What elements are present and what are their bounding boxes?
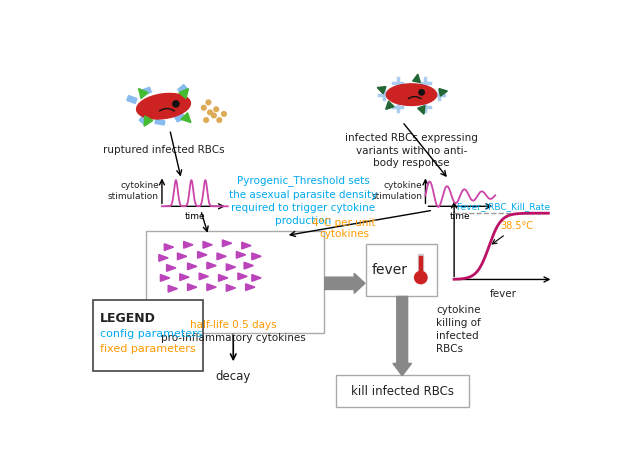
FancyBboxPatch shape bbox=[336, 375, 469, 407]
Polygon shape bbox=[217, 253, 226, 260]
Polygon shape bbox=[177, 253, 187, 260]
Text: decay: decay bbox=[215, 370, 251, 383]
Polygon shape bbox=[439, 88, 448, 96]
Circle shape bbox=[208, 110, 212, 115]
Bar bbox=[127, 95, 137, 103]
Polygon shape bbox=[242, 242, 251, 249]
Text: infected RBCs expressing
variants with no anti-
body response: infected RBCs expressing variants with n… bbox=[345, 133, 478, 168]
Polygon shape bbox=[138, 88, 148, 99]
Polygon shape bbox=[183, 241, 193, 248]
Polygon shape bbox=[222, 240, 232, 247]
Polygon shape bbox=[198, 251, 207, 258]
Circle shape bbox=[204, 118, 208, 122]
Text: Fever_IRBC_Kill_Rate: Fever_IRBC_Kill_Rate bbox=[456, 202, 550, 211]
Polygon shape bbox=[244, 262, 254, 269]
FancyBboxPatch shape bbox=[366, 244, 437, 296]
Polygon shape bbox=[188, 284, 197, 291]
Bar bbox=[175, 112, 185, 122]
Polygon shape bbox=[377, 87, 386, 94]
Polygon shape bbox=[180, 274, 189, 280]
Polygon shape bbox=[144, 116, 153, 126]
Bar bbox=[139, 115, 150, 125]
Polygon shape bbox=[199, 273, 208, 280]
Polygon shape bbox=[226, 264, 235, 271]
Circle shape bbox=[222, 111, 226, 116]
Bar bbox=[418, 255, 423, 276]
Polygon shape bbox=[164, 244, 173, 250]
Text: cytokine
stimulation: cytokine stimulation bbox=[108, 181, 159, 201]
Ellipse shape bbox=[386, 84, 437, 105]
Polygon shape bbox=[386, 101, 394, 110]
FancyBboxPatch shape bbox=[146, 231, 324, 333]
Polygon shape bbox=[245, 284, 255, 291]
Text: time: time bbox=[450, 212, 471, 221]
Circle shape bbox=[414, 271, 427, 284]
Text: fixed parameters: fixed parameters bbox=[100, 344, 195, 354]
Polygon shape bbox=[188, 263, 197, 270]
Text: kill infected RBCs: kill infected RBCs bbox=[351, 385, 454, 398]
Circle shape bbox=[212, 113, 216, 118]
FancyBboxPatch shape bbox=[93, 300, 203, 371]
Circle shape bbox=[173, 101, 179, 107]
Polygon shape bbox=[226, 285, 235, 291]
Polygon shape bbox=[207, 262, 216, 269]
Bar bbox=[141, 87, 151, 95]
Polygon shape bbox=[159, 255, 168, 261]
Text: Pyrogenic_Threshold sets
the asexual parasite density
required to trigger cytoki: Pyrogenic_Threshold sets the asexual par… bbox=[229, 176, 377, 226]
FancyArrow shape bbox=[325, 273, 365, 293]
Bar bbox=[419, 256, 423, 273]
Polygon shape bbox=[252, 253, 261, 260]
Polygon shape bbox=[207, 284, 216, 291]
Circle shape bbox=[419, 90, 424, 95]
Circle shape bbox=[206, 100, 211, 105]
Polygon shape bbox=[203, 241, 212, 248]
Text: config parameters: config parameters bbox=[100, 329, 202, 339]
Polygon shape bbox=[181, 113, 191, 123]
Polygon shape bbox=[167, 264, 176, 271]
Circle shape bbox=[214, 107, 218, 111]
Circle shape bbox=[202, 105, 206, 110]
Text: half-life 0.5 days: half-life 0.5 days bbox=[190, 320, 277, 329]
Bar bbox=[178, 85, 188, 95]
Circle shape bbox=[217, 118, 222, 122]
Ellipse shape bbox=[136, 94, 190, 119]
Polygon shape bbox=[160, 275, 170, 281]
Polygon shape bbox=[218, 275, 228, 281]
Polygon shape bbox=[238, 273, 247, 280]
Polygon shape bbox=[252, 275, 261, 281]
Text: pro-inflammatory cytokines: pro-inflammatory cytokines bbox=[161, 333, 305, 344]
Text: ruptured infected RBCs: ruptured infected RBCs bbox=[103, 145, 224, 155]
Text: cytokine
stimulation: cytokine stimulation bbox=[371, 181, 423, 201]
Text: fever: fever bbox=[372, 263, 408, 277]
Polygon shape bbox=[179, 88, 188, 99]
Polygon shape bbox=[413, 74, 420, 82]
Polygon shape bbox=[168, 285, 177, 292]
Polygon shape bbox=[237, 251, 245, 258]
Text: fever: fever bbox=[490, 290, 517, 300]
Bar bbox=[155, 119, 165, 125]
Polygon shape bbox=[418, 106, 425, 114]
Text: cytokine
killing of
infected
RBCs: cytokine killing of infected RBCs bbox=[436, 305, 481, 354]
Text: time: time bbox=[185, 212, 205, 221]
Text: 4°C per unit
cytokines: 4°C per unit cytokines bbox=[312, 218, 376, 240]
Text: 38.5°C: 38.5°C bbox=[492, 221, 533, 244]
Text: LEGEND: LEGEND bbox=[100, 312, 156, 325]
FancyArrow shape bbox=[393, 296, 411, 376]
